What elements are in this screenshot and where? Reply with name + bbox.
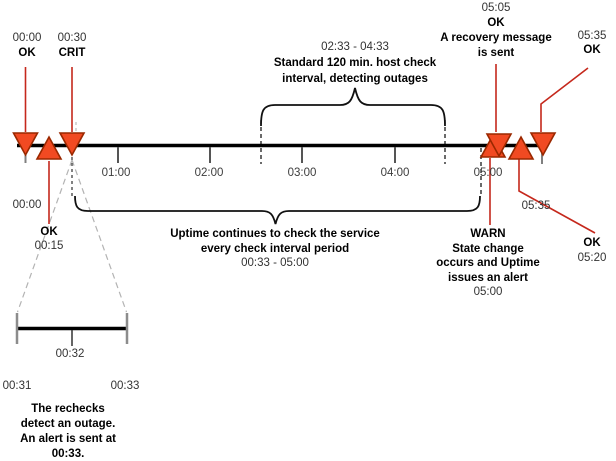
recheck-note-line1: The rechecks <box>31 403 105 415</box>
event-state: CRIT <box>58 47 86 59</box>
axis-label-0400: 04:00 <box>380 167 410 179</box>
label-inset-end: 00:33 <box>111 379 140 394</box>
zoom-guide-line-right <box>71 159 128 313</box>
warn-desc1: State change <box>452 242 524 255</box>
host-check-range: 02:33 - 04:33 <box>321 41 389 53</box>
event-time: 05:05 <box>481 2 511 14</box>
inset-start-time: 00:31 <box>2 380 32 392</box>
event-time: 00:00 <box>12 199 42 211</box>
connector-0535 <box>540 67 589 132</box>
brace-uptime-checks <box>74 195 481 225</box>
label-inset-mid: 00:32 <box>56 347 85 362</box>
marker-down-ok-0535 <box>529 132 557 157</box>
label-uptime-note: Uptime continues to check the service ev… <box>170 227 380 271</box>
label-below-0000: 00:00 <box>13 198 42 213</box>
uptime-note-line1: Uptime continues to check the service <box>170 228 380 240</box>
axis-label-0100: 01:00 <box>101 167 131 179</box>
uptime-note-range: 00:33 - 05:00 <box>241 257 309 269</box>
recheck-note-line2: detect an outage. <box>20 418 116 430</box>
event-time: 00:15 <box>34 240 64 252</box>
event-time: 05:35 <box>521 200 551 212</box>
event-state: OK <box>18 47 36 59</box>
host-check-desc1: Standard 120 min. host check <box>273 57 437 69</box>
recovery-desc2: is sent <box>477 47 515 59</box>
event-state: OK <box>583 44 601 56</box>
label-event-0030: 00:30 CRIT <box>58 31 87 61</box>
marker-down-ok-0505 <box>485 133 513 158</box>
zoom-guide-line-left <box>16 159 73 313</box>
event-state: OK <box>40 226 58 238</box>
inset-mid-time: 00:32 <box>55 348 85 360</box>
marker-up-ok-0015 <box>35 135 63 160</box>
event-state: OK <box>487 17 505 29</box>
inset-end-time: 00:33 <box>110 380 140 392</box>
event-time: 05:20 <box>577 251 607 264</box>
brace-host-check-interval <box>260 87 446 127</box>
label-event-0015: OK 00:15 <box>35 225 64 253</box>
axis-label-0500: 05:00 <box>473 167 503 179</box>
marker-up-ok-0520 <box>507 135 535 160</box>
recheck-note-line3: An alert is sent at <box>20 433 116 445</box>
warn-desc3: issues an alert <box>448 271 528 284</box>
marker-down-crit-0030 <box>58 132 86 157</box>
label-event-0000: 00:00 OK <box>13 31 42 61</box>
axis-label-0200: 02:00 <box>194 167 224 179</box>
label-event-0535-top: 05:35 OK <box>578 29 607 57</box>
label-below-0535: 05:35 <box>522 199 551 214</box>
label-inset-start: 00:31 <box>3 379 32 394</box>
event-time: 05:35 <box>577 30 607 42</box>
uptime-note-line2: every check interval period <box>200 242 350 255</box>
axis-label-0300: 03:00 <box>287 167 317 179</box>
marker-down-ok-0000 <box>12 132 39 157</box>
event-time: 00:30 <box>57 32 87 44</box>
label-event-0520: OK 05:20 <box>578 236 607 265</box>
label-event-warn: WARN State change occurs and Uptime issu… <box>436 227 540 300</box>
event-time: 05:00 <box>473 286 503 298</box>
host-check-desc2: interval, detecting outages <box>282 73 428 85</box>
label-event-0505-recovery: 05:05 OK A recovery message is sent <box>440 1 551 61</box>
recovery-desc1: A recovery message <box>440 32 552 44</box>
connector-0520 <box>518 158 596 234</box>
warn-desc2: occurs and Uptime <box>436 257 540 269</box>
label-host-check-interval: 02:33 - 04:33 Standard 120 min. host che… <box>274 39 436 87</box>
recheck-note-line4: 00:33. <box>51 448 85 460</box>
event-state: WARN <box>470 228 506 240</box>
label-recheck-note: The rechecks detect an outage. An alert … <box>20 402 116 461</box>
event-state: OK <box>583 237 601 249</box>
event-time: 00:00 <box>12 32 42 44</box>
